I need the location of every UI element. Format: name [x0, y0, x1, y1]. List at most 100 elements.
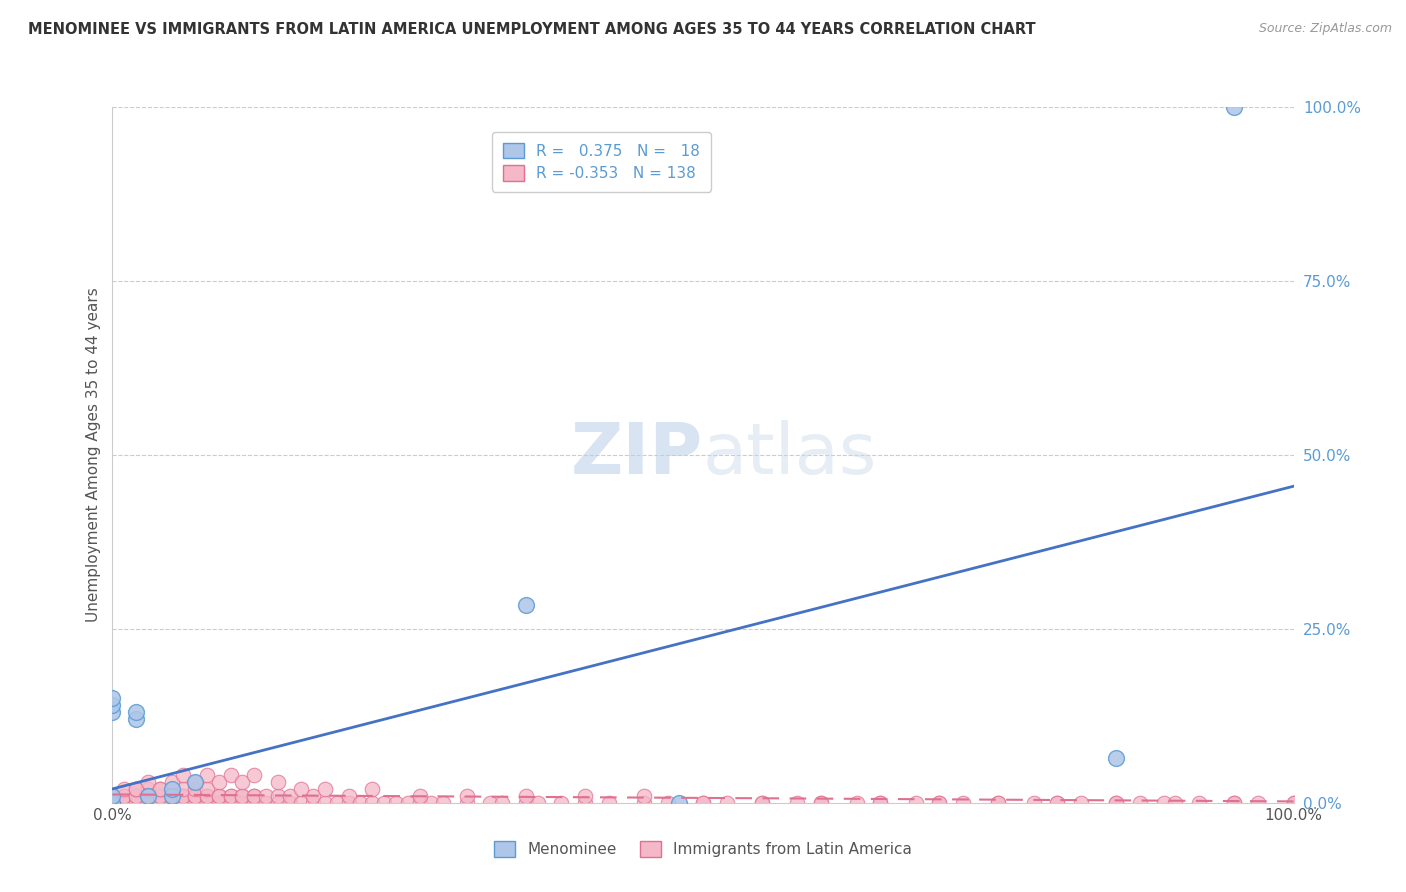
Point — [101, 789, 124, 803]
Point — [231, 796, 253, 810]
Point — [160, 781, 183, 796]
Point — [869, 796, 891, 810]
Point — [574, 796, 596, 810]
Point — [1070, 796, 1092, 810]
Point — [101, 796, 124, 810]
Point — [101, 789, 124, 803]
Point — [112, 789, 135, 803]
Point — [1223, 100, 1246, 114]
Point — [1223, 796, 1246, 810]
Point — [633, 796, 655, 810]
Point — [112, 781, 135, 796]
Point — [337, 796, 360, 810]
Point — [219, 789, 242, 803]
Point — [810, 796, 832, 810]
Point — [1153, 796, 1175, 810]
Point — [101, 706, 124, 720]
Point — [136, 789, 159, 803]
Point — [574, 789, 596, 803]
Point — [1247, 796, 1270, 810]
Point — [136, 796, 159, 810]
Point — [692, 796, 714, 810]
Point — [751, 796, 773, 810]
Point — [101, 698, 124, 713]
Point — [243, 789, 266, 803]
Point — [184, 796, 207, 810]
Point — [1282, 796, 1305, 810]
Point — [810, 796, 832, 810]
Point — [845, 796, 868, 810]
Point — [1105, 796, 1128, 810]
Point — [326, 796, 349, 810]
Point — [456, 796, 478, 810]
Point — [290, 781, 312, 796]
Point — [208, 789, 231, 803]
Point — [314, 781, 336, 796]
Point — [219, 796, 242, 810]
Point — [149, 781, 172, 796]
Point — [361, 796, 384, 810]
Point — [101, 796, 124, 810]
Point — [184, 789, 207, 803]
Point — [373, 796, 395, 810]
Point — [515, 789, 537, 803]
Point — [243, 796, 266, 810]
Point — [456, 789, 478, 803]
Point — [1282, 796, 1305, 810]
Point — [125, 706, 148, 720]
Point — [869, 796, 891, 810]
Point — [172, 768, 194, 782]
Point — [184, 781, 207, 796]
Point — [1105, 796, 1128, 810]
Point — [987, 796, 1010, 810]
Point — [420, 796, 443, 810]
Point — [267, 775, 290, 789]
Point — [349, 796, 371, 810]
Point — [172, 796, 194, 810]
Point — [149, 796, 172, 810]
Point — [136, 796, 159, 810]
Legend: Menominee, Immigrants from Latin America: Menominee, Immigrants from Latin America — [486, 833, 920, 864]
Point — [195, 796, 218, 810]
Point — [149, 796, 172, 810]
Point — [172, 789, 194, 803]
Point — [751, 796, 773, 810]
Point — [195, 789, 218, 803]
Point — [172, 781, 194, 796]
Point — [208, 789, 231, 803]
Point — [101, 796, 124, 810]
Point — [243, 789, 266, 803]
Point — [160, 789, 183, 803]
Point — [149, 789, 172, 803]
Point — [101, 691, 124, 706]
Point — [1164, 796, 1187, 810]
Point — [267, 796, 290, 810]
Point — [208, 775, 231, 789]
Point — [786, 796, 808, 810]
Point — [904, 796, 927, 810]
Point — [1046, 796, 1069, 810]
Point — [278, 796, 301, 810]
Point — [337, 789, 360, 803]
Text: MENOMINEE VS IMMIGRANTS FROM LATIN AMERICA UNEMPLOYMENT AMONG AGES 35 TO 44 YEAR: MENOMINEE VS IMMIGRANTS FROM LATIN AMERI… — [28, 22, 1036, 37]
Point — [396, 796, 419, 810]
Point — [278, 789, 301, 803]
Point — [314, 796, 336, 810]
Point — [160, 789, 183, 803]
Point — [231, 789, 253, 803]
Point — [692, 796, 714, 810]
Point — [149, 789, 172, 803]
Point — [302, 789, 325, 803]
Point — [208, 796, 231, 810]
Point — [1105, 750, 1128, 764]
Point — [160, 796, 183, 810]
Point — [101, 796, 124, 810]
Point — [987, 796, 1010, 810]
Point — [290, 796, 312, 810]
Point — [184, 789, 207, 803]
Point — [112, 789, 135, 803]
Point — [526, 796, 548, 810]
Point — [385, 796, 408, 810]
Point — [952, 796, 974, 810]
Point — [136, 789, 159, 803]
